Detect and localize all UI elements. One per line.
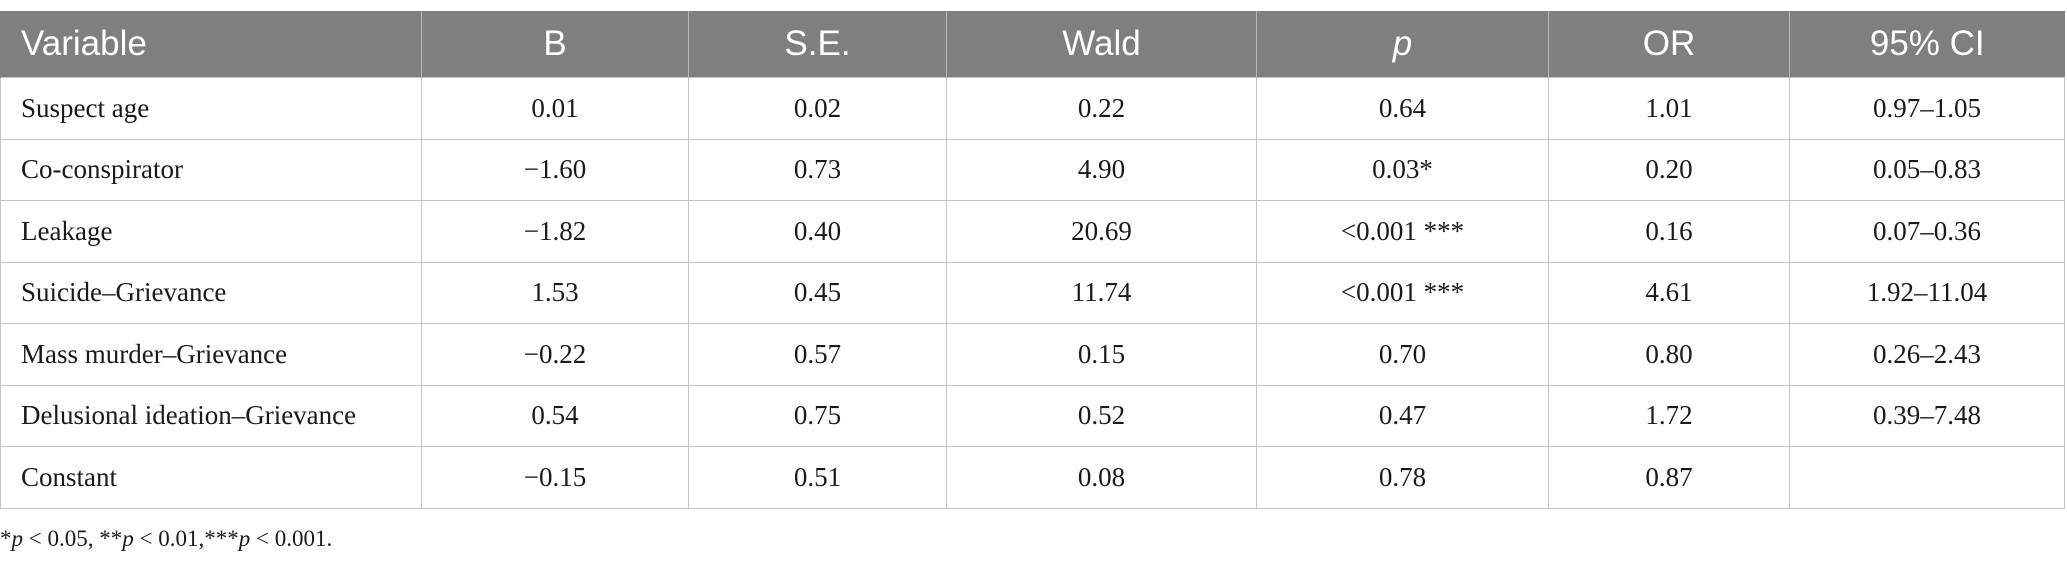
header-ci: 95% CI	[1789, 11, 2065, 78]
cell-b: −0.22	[421, 323, 689, 386]
cell-p: 0.64	[1256, 77, 1549, 140]
cell-se: 0.02	[688, 77, 947, 140]
table-row: Suspect age 0.01 0.02 0.22 0.64 1.01 0.9…	[0, 77, 2065, 140]
cell-wald: 0.22	[946, 77, 1257, 140]
footnote-p2: p	[122, 526, 134, 551]
cell-variable: Mass murder–Grievance	[0, 323, 422, 386]
cell-p: 0.70	[1256, 323, 1549, 386]
header-p-label: p	[1392, 24, 1413, 63]
cell-wald: 0.08	[946, 446, 1257, 509]
cell-b: 0.01	[421, 77, 689, 140]
cell-p: 0.03*	[1256, 138, 1549, 201]
header-or: OR	[1548, 11, 1790, 78]
cell-se: 0.40	[688, 200, 947, 263]
regression-table: Variable B S.E. Wald p OR 95% CI Suspect…	[0, 11, 2065, 509]
cell-variable: Co-conspirator	[0, 138, 422, 201]
cell-or: 0.16	[1548, 200, 1790, 263]
table-row: Co-conspirator −1.60 0.73 4.90 0.03* 0.2…	[0, 138, 2065, 201]
header-b: B	[421, 11, 689, 78]
table-row: Mass murder–Grievance −0.22 0.57 0.15 0.…	[0, 323, 2065, 386]
cell-or: 0.87	[1548, 446, 1790, 509]
cell-wald: 0.15	[946, 323, 1257, 386]
cell-se: 0.73	[688, 138, 947, 201]
cell-p: <0.001 ***	[1256, 200, 1549, 263]
header-p: p	[1256, 11, 1549, 78]
footnote-p3: p	[238, 526, 251, 551]
cell-or: 4.61	[1548, 261, 1790, 324]
cell-p: <0.001 ***	[1256, 261, 1549, 324]
cell-b: −1.60	[421, 138, 689, 201]
cell-se: 0.57	[688, 323, 947, 386]
cell-b: −1.82	[421, 200, 689, 263]
cell-ci	[1789, 446, 2065, 509]
cell-variable: Constant	[0, 446, 422, 509]
cell-wald: 11.74	[946, 261, 1257, 324]
cell-ci: 0.97–1.05	[1789, 77, 2065, 140]
footnote-part2: < 0.05, **	[23, 526, 123, 551]
cell-b: −0.15	[421, 446, 689, 509]
cell-variable: Delusional ideation–Grievance	[0, 384, 422, 447]
header-variable: Variable	[0, 11, 422, 78]
footnote-part3: < 0.01,***	[133, 526, 239, 551]
cell-or: 0.20	[1548, 138, 1790, 201]
cell-p: 0.47	[1256, 384, 1549, 447]
cell-ci: 0.26–2.43	[1789, 323, 2065, 386]
header-se: S.E.	[688, 11, 947, 78]
cell-or: 0.80	[1548, 323, 1790, 386]
cell-wald: 4.90	[946, 138, 1257, 201]
table-row: Delusional ideation–Grievance 0.54 0.75 …	[0, 384, 2065, 447]
table-header-row: Variable B S.E. Wald p OR 95% CI	[0, 11, 2065, 78]
cell-variable: Suspect age	[0, 77, 422, 140]
cell-variable: Suicide–Grievance	[0, 261, 422, 324]
regression-table-container: Variable B S.E. Wald p OR 95% CI Suspect…	[0, 11, 2065, 509]
cell-se: 0.75	[688, 384, 947, 447]
table-row: Leakage −1.82 0.40 20.69 <0.001 *** 0.16…	[0, 200, 2065, 263]
table-row: Suicide–Grievance 1.53 0.45 11.74 <0.001…	[0, 261, 2065, 324]
significance-footnote: *p < 0.05, **p < 0.01,***p < 0.001.	[0, 526, 332, 552]
cell-or: 1.01	[1548, 77, 1790, 140]
header-wald: Wald	[946, 11, 1257, 78]
cell-wald: 20.69	[946, 200, 1257, 263]
cell-ci: 0.39–7.48	[1789, 384, 2065, 447]
cell-b: 0.54	[421, 384, 689, 447]
cell-ci: 0.07–0.36	[1789, 200, 2065, 263]
cell-ci: 0.05–0.83	[1789, 138, 2065, 201]
cell-se: 0.51	[688, 446, 947, 509]
cell-wald: 0.52	[946, 384, 1257, 447]
table-row: Constant −0.15 0.51 0.08 0.78 0.87	[0, 446, 2065, 509]
cell-or: 1.72	[1548, 384, 1790, 447]
footnote-part4: < 0.001.	[250, 526, 333, 551]
cell-p: 0.78	[1256, 446, 1549, 509]
cell-ci: 1.92–11.04	[1789, 261, 2065, 324]
cell-se: 0.45	[688, 261, 947, 324]
footnote-part1: *	[0, 526, 12, 551]
cell-variable: Leakage	[0, 200, 422, 263]
footnote-p1: p	[11, 526, 24, 551]
cell-b: 1.53	[421, 261, 689, 324]
